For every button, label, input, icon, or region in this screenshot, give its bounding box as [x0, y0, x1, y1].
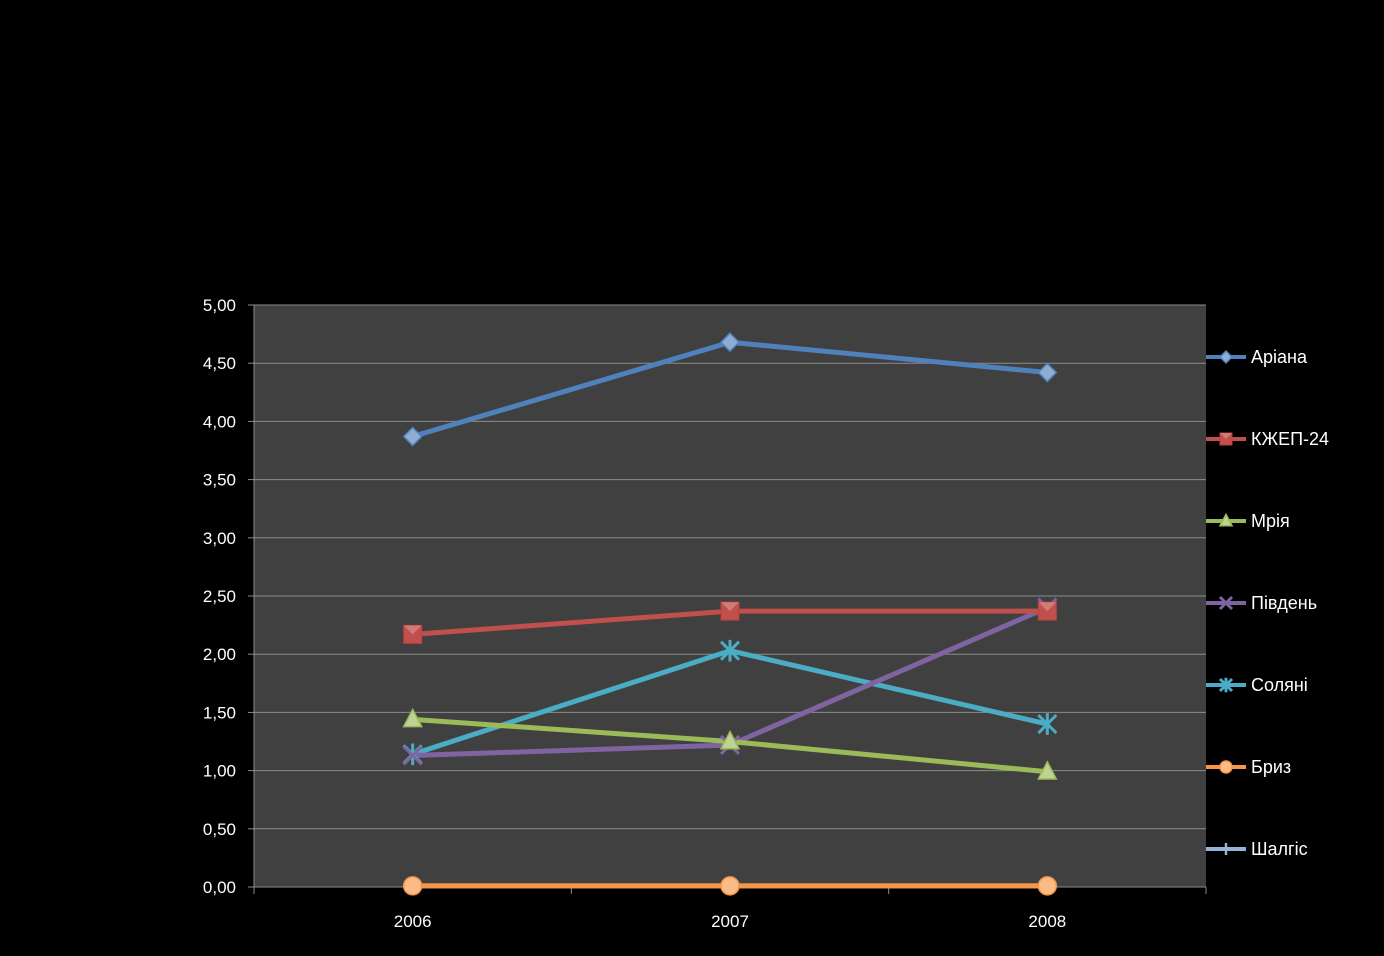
marker: [719, 332, 741, 353]
data-point: [1037, 760, 1058, 780]
data-point: [1037, 876, 1058, 896]
legend-label: Шалгіс: [1251, 839, 1308, 859]
y-tick-label: 1,50: [203, 703, 236, 722]
data-point: [719, 332, 741, 353]
legend-item: Бриз: [1206, 757, 1291, 777]
marker: [719, 729, 741, 750]
data-point: [719, 729, 741, 750]
data-point: [720, 601, 740, 621]
legend-marker: [1218, 595, 1234, 611]
legend-label: Соляні: [1251, 675, 1308, 695]
legend-item: КЖЕП-24: [1206, 429, 1329, 449]
data-point: [719, 639, 741, 662]
y-tick-label: 4,50: [203, 354, 236, 373]
legend-marker: [1218, 349, 1234, 365]
legend-item: Південь: [1206, 593, 1317, 613]
marker: [1037, 713, 1058, 735]
data-point: [402, 745, 423, 766]
data-point: [402, 876, 423, 896]
data-point: [402, 707, 423, 728]
legend-marker: [1218, 677, 1234, 693]
y-tick-label: 0,50: [203, 820, 236, 839]
legend-marker: [1218, 512, 1234, 527]
marker-shade: [1038, 602, 1057, 612]
data-point: [720, 876, 740, 896]
x-tick-label: 2008: [1028, 912, 1066, 931]
x-tick-label: 2006: [394, 912, 432, 931]
y-tick-label: 0,00: [203, 878, 236, 897]
data-point: [403, 624, 423, 644]
y-tick-label: 1,00: [203, 762, 236, 781]
legend-item: Шалгіс: [1206, 839, 1308, 859]
legend-item: Соляні: [1206, 675, 1308, 695]
legend: Аріана КЖЕП-24 Мрія Південь Соляні Бриз Шалгіс: [1206, 347, 1329, 859]
x-tick-label: 2007: [711, 912, 749, 931]
legend-label: Південь: [1251, 593, 1317, 613]
marker: [1037, 876, 1058, 896]
y-tick-label: 5,00: [203, 296, 236, 315]
marker: [402, 876, 423, 896]
data-point: [1037, 362, 1058, 383]
marker-shade: [403, 625, 422, 635]
y-axis-tick-labels: 0,00 0,50 1,00 1,50 2,00 2,50 3,00 3,50 4,00 4,50…: [203, 296, 236, 897]
legend-marker-shade: [1220, 433, 1232, 439]
legend-marker: [1220, 843, 1232, 855]
legend-label: Бриз: [1251, 757, 1291, 777]
y-tick-label: 3,50: [203, 471, 236, 490]
marker: [719, 639, 741, 662]
data-point: [1037, 713, 1058, 735]
legend-label: Аріана: [1251, 347, 1308, 367]
legend-label: КЖЕП-24: [1251, 429, 1329, 449]
y-tick-label: 2,00: [203, 645, 236, 664]
legend-item: Мрія: [1206, 511, 1290, 531]
marker: [402, 707, 423, 728]
marker-shade: [721, 602, 739, 612]
data-point: [402, 426, 423, 447]
legend-label: Мрія: [1251, 511, 1290, 531]
series-markers: [402, 332, 1058, 896]
data-point: [1037, 601, 1057, 621]
marker: [720, 876, 740, 896]
marker: [1037, 760, 1058, 780]
marker: [1037, 362, 1058, 383]
marker: [402, 426, 423, 447]
y-tick-label: 2,50: [203, 587, 236, 606]
y-tick-label: 3,00: [203, 529, 236, 548]
y-tick-label: 4,00: [203, 412, 236, 431]
marker: [402, 745, 423, 766]
legend-marker: [1219, 760, 1233, 774]
x-axis-tick-labels: 2006 2007 2008: [394, 912, 1066, 931]
legend-item: Аріана: [1206, 347, 1308, 367]
